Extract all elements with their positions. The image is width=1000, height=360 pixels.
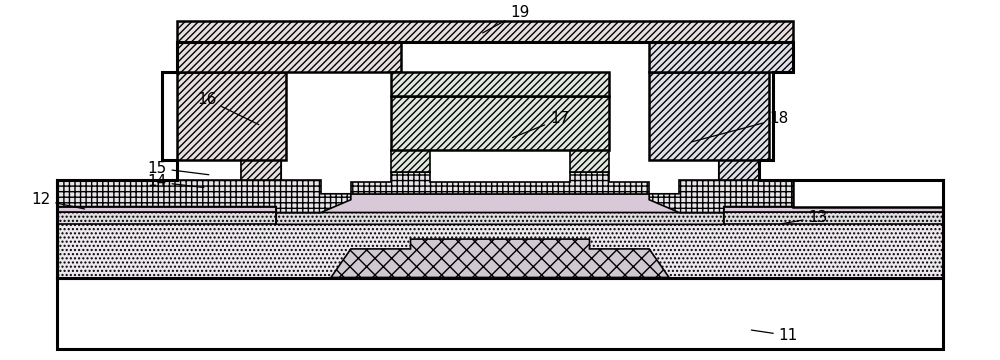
Bar (57, 212, 276, 224)
Polygon shape (391, 150, 430, 172)
Polygon shape (241, 160, 281, 180)
Bar (724, 207, 943, 212)
Text: 11: 11 (751, 328, 798, 343)
Polygon shape (719, 160, 759, 180)
Bar (177, 21, 793, 42)
Text: 18: 18 (692, 112, 788, 142)
Bar (793, 180, 943, 207)
Polygon shape (57, 160, 351, 212)
Bar (649, 42, 793, 72)
Polygon shape (570, 150, 609, 172)
Bar (57, 207, 276, 212)
Bar (177, 72, 286, 160)
Polygon shape (331, 239, 669, 278)
Polygon shape (276, 194, 724, 212)
Text: 14: 14 (147, 175, 204, 189)
Bar (177, 42, 401, 72)
Polygon shape (649, 160, 943, 212)
Bar (391, 72, 609, 96)
Text: 19: 19 (483, 5, 530, 33)
Bar (391, 96, 609, 150)
Text: 15: 15 (147, 161, 209, 176)
Bar (724, 212, 943, 224)
Polygon shape (276, 200, 724, 224)
Bar (57, 278, 943, 349)
Bar (57, 212, 943, 278)
Text: 13: 13 (781, 210, 828, 225)
Text: 16: 16 (197, 92, 259, 125)
Text: 17: 17 (513, 112, 569, 138)
Polygon shape (351, 172, 649, 194)
Text: 12: 12 (31, 192, 85, 209)
Bar (649, 72, 769, 160)
